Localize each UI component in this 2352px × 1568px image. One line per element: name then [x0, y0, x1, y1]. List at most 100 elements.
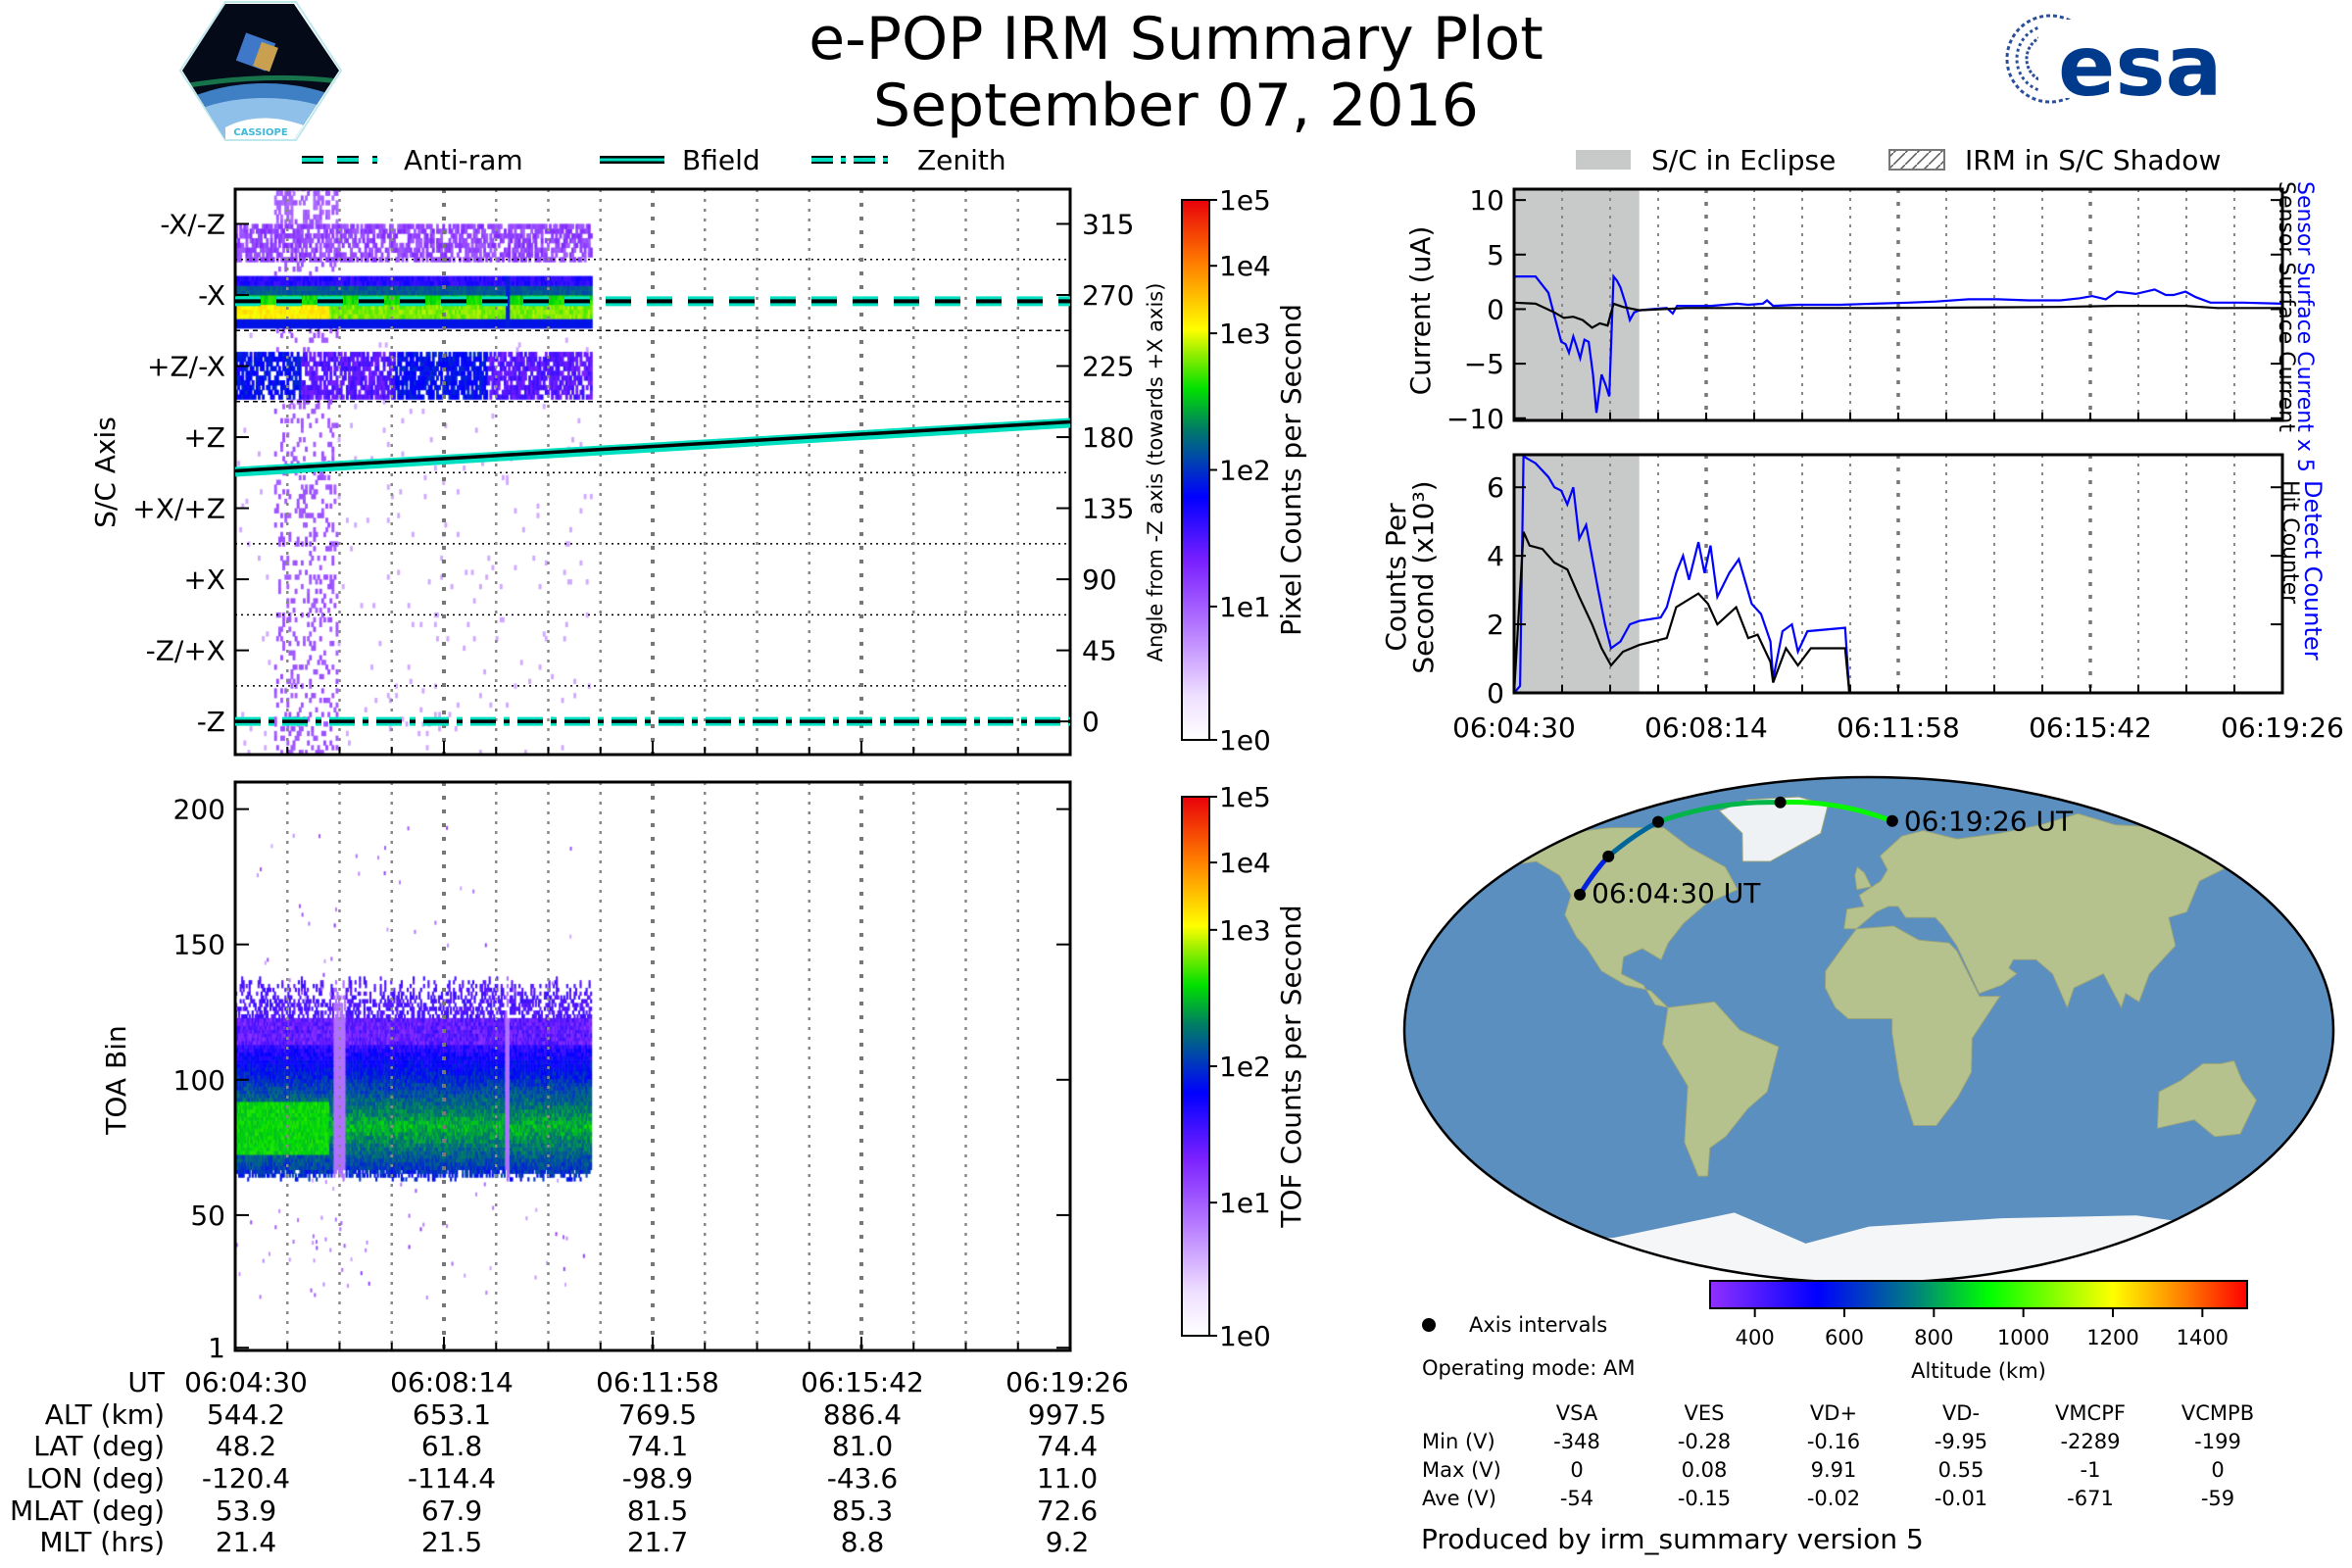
ephemeris-row-label: MLT (hrs)	[39, 1526, 165, 1558]
y-axis-label-line1: Counts Per	[1380, 503, 1412, 652]
y-tick-label: 1	[208, 1332, 225, 1364]
stats-row-label: Min (V)	[1422, 1430, 1495, 1453]
colorbar-tick-label: 1e0	[1219, 724, 1271, 757]
stats-column-header: VD-	[1942, 1401, 1980, 1425]
esa-logo: esa	[2005, 14, 2223, 116]
x-tick-label: 06:15:42	[2029, 711, 2152, 744]
y-tick-label: +X/+Z	[132, 493, 225, 525]
landmass-eurasia	[1843, 812, 2279, 1009]
stats-column-header: VES	[1685, 1401, 1725, 1425]
ephemeris-cell: -43.6	[827, 1462, 898, 1494]
y2-tick-label: 180	[1082, 421, 1134, 454]
colorbar-tick-label: 1e5	[1219, 781, 1271, 813]
y-tick-label: 5	[1487, 239, 1504, 271]
y-tick-label: −5	[1464, 348, 1504, 380]
altitude-tick-label: 800	[1914, 1326, 1953, 1349]
orbit-map: 06:04:30 UT 06:19:26 UT 400 600 800 1000 1200 1…	[1402, 775, 2335, 1383]
ephemeris-cell: -98.9	[622, 1462, 693, 1494]
landmass-north-america	[1493, 827, 1739, 1008]
altitude-colorbar	[1709, 1280, 2248, 1309]
ephemeris-cell: 21.5	[421, 1526, 482, 1558]
figure-title: e-POP IRM Summary Plot	[808, 5, 1544, 74]
ephemeris-cell: 06:19:26	[1005, 1366, 1129, 1398]
black-series-line	[1512, 531, 2282, 695]
y2-tick-label: 90	[1082, 564, 1117, 596]
y2-tick-label: 0	[1082, 706, 1100, 738]
y-tick-label: 0	[1487, 293, 1504, 325]
stats-column-header: VSA	[1556, 1401, 1598, 1425]
continents	[1480, 796, 2279, 1283]
y-tick-label: 50	[190, 1200, 225, 1232]
ephemeris-cell: 653.1	[413, 1398, 491, 1431]
stats-cell: -59	[2201, 1487, 2234, 1510]
ephemeris-row-label: MLAT (deg)	[10, 1494, 165, 1527]
ephemeris-cell: 81.5	[627, 1494, 688, 1527]
ephemeris-cell: 8.8	[841, 1526, 885, 1558]
series-label-black: Hit Counter	[2278, 480, 2302, 605]
y-tick-label: -Z	[197, 706, 225, 738]
toa-spectrogram-image	[235, 782, 1070, 1350]
ephemeris-cell: 53.9	[216, 1494, 276, 1527]
stats-cell: 0	[2211, 1458, 2224, 1482]
figure-date: September 07, 2016	[873, 72, 1479, 140]
legend-right: S/C in Eclipse IRM in S/C Shadow	[1576, 144, 2221, 176]
series-label-blue: Detect Counter	[2299, 480, 2327, 661]
y-tick-label: +Z/-X	[147, 351, 225, 383]
stats-cell: -199	[2194, 1430, 2241, 1453]
y-tick-label: 6	[1487, 471, 1504, 504]
blue-series-line	[1513, 273, 2283, 414]
colorbar-gradient	[1181, 199, 1210, 741]
landmass-africa	[1824, 925, 2001, 1126]
ephemeris-row-label: LON (deg)	[26, 1462, 165, 1494]
x-tick-label: 06:08:14	[1644, 711, 1768, 744]
legend-label: Zenith	[917, 144, 1006, 176]
y-tick-label: 100	[173, 1064, 225, 1097]
black-series-line	[1513, 301, 2282, 329]
colorbar-tick-label: 1e3	[1219, 914, 1271, 947]
legend-label: Anti-ram	[404, 144, 523, 176]
landmass-south-america	[1661, 1001, 1780, 1177]
ephemeris-cell: 06:08:14	[390, 1366, 514, 1398]
esa-logo-text: esa	[2058, 18, 2223, 116]
altitude-tick-label: 600	[1825, 1326, 1864, 1349]
pixel-spectrogram-panel: -X/-Z 315 -X 270 +Z/-X 225 +Z 180 +X/+Z 135 +X 90 -Z…	[89, 187, 1167, 757]
ephemeris-cell: 81.0	[832, 1430, 893, 1462]
ephemeris-cell: 9.2	[1046, 1526, 1090, 1558]
ephemeris-cell: 48.2	[216, 1430, 276, 1462]
blue-series-line	[1513, 454, 2282, 695]
landmass-greenland	[1718, 796, 1829, 862]
y-tick-label: 150	[173, 929, 225, 961]
ephemeris-cell: -114.4	[408, 1462, 496, 1494]
track-end-label: 06:19:26 UT	[1904, 806, 2074, 838]
ephemeris-cell: 74.4	[1037, 1430, 1098, 1462]
axis-interval-marker	[1652, 815, 1665, 828]
ephemeris-cell: 06:15:42	[801, 1366, 924, 1398]
colorbar-gradient	[1181, 796, 1210, 1337]
stats-cell: 9.91	[1811, 1458, 1857, 1482]
y2-tick-label: 225	[1082, 351, 1134, 383]
colorbar-label: Pixel Counts per Second	[1275, 304, 1307, 636]
legend-label: S/C in Eclipse	[1651, 144, 1836, 176]
stats-cell: -348	[1553, 1430, 1600, 1453]
y-tick-label: +X	[183, 564, 225, 596]
stats-cell: -2289	[2060, 1430, 2120, 1453]
altitude-tick-label: 1000	[1997, 1326, 2049, 1349]
stats-cell: -0.02	[1807, 1487, 1860, 1510]
colorbar-tick-label: 1e1	[1219, 1187, 1271, 1219]
ephemeris-cell: 886.4	[823, 1398, 902, 1431]
tof-colorbar: 1e5 1e4 1e3 1e2 1e1 1e0 TOF Counts per Second	[1181, 781, 1307, 1352]
ephemeris-row-label: LAT (deg)	[33, 1430, 165, 1462]
stats-cell: -0.16	[1807, 1430, 1860, 1453]
y-axis-label: TOA Bin	[100, 1025, 132, 1135]
series-label-black: Sensor Surface Current	[2274, 181, 2298, 432]
footer-text: Produced by irm_summary version 5	[1421, 1523, 1924, 1555]
ephemeris-cell: 11.0	[1037, 1462, 1098, 1494]
colorbar-tick-label: 1e4	[1219, 847, 1271, 879]
ephemeris-cell: 61.8	[421, 1430, 482, 1462]
ephemeris-cell: 85.3	[832, 1494, 893, 1527]
eclipse-region	[1514, 455, 1640, 693]
track-start-label: 06:04:30 UT	[1592, 877, 1761, 909]
colorbar-tick-label: 1e5	[1219, 184, 1271, 217]
legend-left: Anti-ram Bfield Zenith	[302, 144, 1006, 176]
